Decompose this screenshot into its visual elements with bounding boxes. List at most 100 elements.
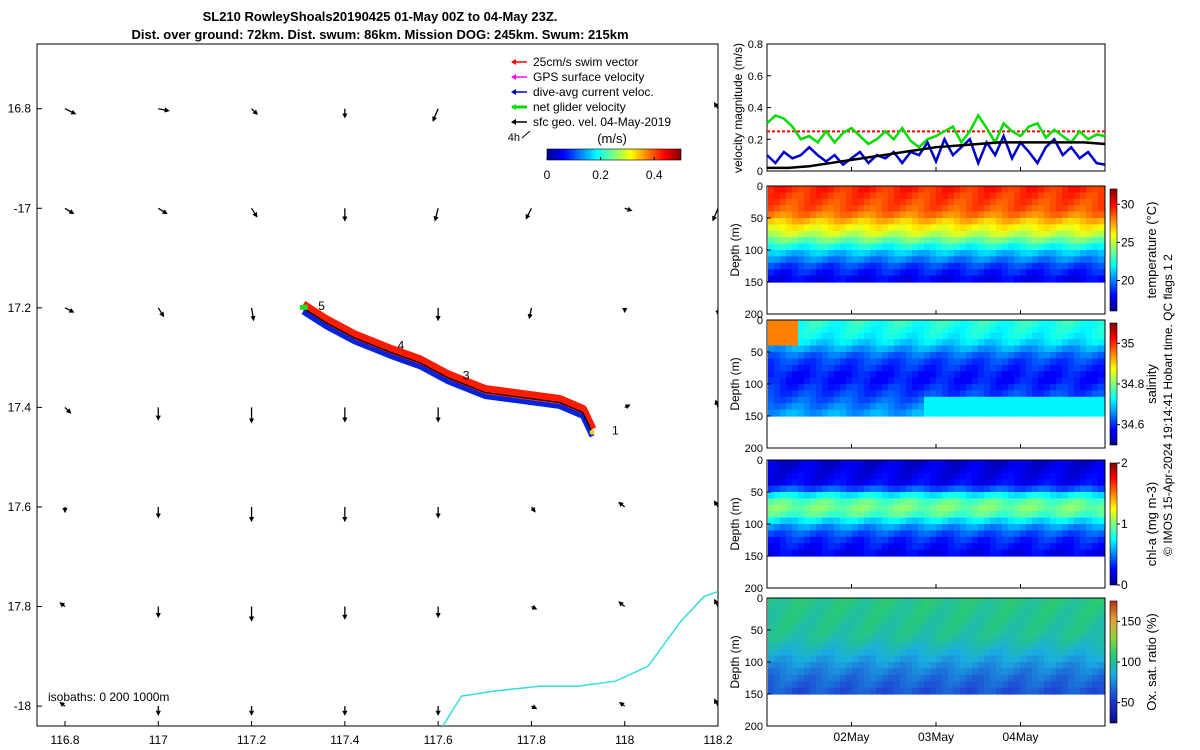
section-cell <box>942 409 949 417</box>
section-cell <box>972 269 979 277</box>
section-cell <box>942 662 949 669</box>
section-cell <box>822 517 829 525</box>
section-cell <box>894 543 901 551</box>
section-cell <box>882 275 889 283</box>
section-cell <box>834 630 841 637</box>
section-cell <box>846 687 853 695</box>
section-cell <box>1074 460 1081 467</box>
section-cell <box>804 377 811 385</box>
section-cell <box>774 498 781 506</box>
section-cell <box>1008 630 1015 637</box>
section-cell <box>978 396 985 404</box>
section-cell <box>1038 237 1045 245</box>
section-cell <box>990 275 997 283</box>
section-cell <box>960 460 967 467</box>
section-cell <box>780 642 787 650</box>
section-cell <box>924 205 931 213</box>
section-cell <box>822 630 829 637</box>
section-cell <box>1014 674 1021 682</box>
section-cell <box>900 498 907 506</box>
section-cell <box>1068 364 1075 372</box>
section-cell <box>948 617 955 625</box>
section-cell <box>1062 536 1069 544</box>
section-cell <box>1050 186 1057 193</box>
section-cell <box>990 371 997 379</box>
section-cell <box>978 530 985 538</box>
section-cell <box>798 604 805 612</box>
section-cell <box>918 262 925 270</box>
section-cell <box>984 530 991 538</box>
section-cell <box>900 230 907 238</box>
section-cell <box>1020 504 1027 512</box>
section-cell <box>1098 549 1105 557</box>
section-cell <box>984 642 991 650</box>
section-cell <box>960 345 967 353</box>
section-cell <box>972 668 979 676</box>
section-cell <box>828 674 835 682</box>
section-cell <box>1080 192 1087 200</box>
section-cell <box>912 364 919 372</box>
section-cell <box>882 610 889 618</box>
section-cell <box>822 617 829 625</box>
section-cell <box>786 192 793 200</box>
section-cell <box>1080 326 1087 334</box>
section-cell <box>954 492 961 499</box>
map-ytick-label: 17.4 <box>8 400 32 414</box>
section-cell <box>1002 339 1009 347</box>
section-cell <box>906 655 913 663</box>
section-cell <box>804 358 811 366</box>
section-cell <box>840 662 847 669</box>
section-cell <box>996 320 1003 327</box>
section-cell <box>924 466 931 474</box>
section-cell <box>798 205 805 213</box>
section-cell <box>1002 549 1009 557</box>
section-cell <box>966 517 973 525</box>
section-ytick-label: 100 <box>745 379 763 391</box>
section-cell <box>1050 326 1057 334</box>
section-cell <box>768 636 775 644</box>
section-cell <box>798 332 805 340</box>
section-cell <box>780 224 787 232</box>
section-cell <box>1014 642 1021 650</box>
section-cell <box>918 642 925 650</box>
section-cell <box>954 358 961 366</box>
section-cell <box>960 384 967 391</box>
section-cell <box>780 549 787 557</box>
section-cell <box>816 549 823 557</box>
section-cell <box>1008 211 1015 219</box>
section-cell <box>1062 598 1069 605</box>
section-cell <box>1008 472 1015 480</box>
section-cell <box>1032 326 1039 334</box>
section-cell <box>858 211 865 219</box>
section-cell <box>1062 498 1069 506</box>
section-cell <box>1068 549 1075 557</box>
section-cell <box>960 536 967 544</box>
section-cell <box>930 636 937 644</box>
section-cell <box>1020 472 1027 480</box>
section-ytick-label: 100 <box>745 245 763 257</box>
section-cell <box>942 598 949 605</box>
section-cell <box>906 205 913 213</box>
section-cell <box>822 504 829 512</box>
section-cell <box>834 549 841 557</box>
section-cell <box>774 396 781 404</box>
section-cell <box>858 205 865 213</box>
section-cell <box>960 390 967 398</box>
section-cell <box>972 205 979 213</box>
section-cell <box>1080 549 1087 557</box>
section-cell <box>930 345 937 353</box>
section-cell <box>882 218 889 225</box>
section-cell <box>960 681 967 689</box>
section-cell <box>852 649 859 657</box>
section-cell <box>834 511 841 519</box>
section-cell <box>828 262 835 270</box>
section-cell <box>1086 250 1093 257</box>
section-cell <box>1002 466 1009 474</box>
section-cell <box>780 681 787 689</box>
section-cell <box>1062 390 1069 398</box>
section-cell <box>804 466 811 474</box>
section-cell <box>1038 524 1045 531</box>
section-cell <box>1032 243 1039 251</box>
section-cell <box>1062 332 1069 340</box>
section-cell <box>1062 687 1069 695</box>
